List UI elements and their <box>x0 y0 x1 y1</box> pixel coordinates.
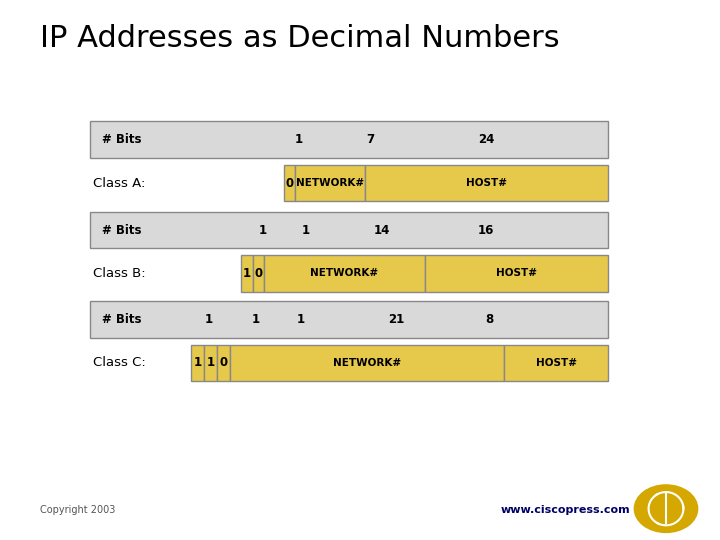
Bar <box>90 122 608 158</box>
Text: 1: 1 <box>258 224 267 237</box>
Text: 8: 8 <box>485 313 494 326</box>
Text: 1: 1 <box>243 267 251 280</box>
Text: 0: 0 <box>285 177 294 190</box>
Text: NETWORK#: NETWORK# <box>333 358 401 368</box>
Text: 7: 7 <box>366 133 375 146</box>
Bar <box>253 255 264 292</box>
Text: 1: 1 <box>251 313 260 326</box>
Text: Class C:: Class C: <box>93 356 145 369</box>
Text: Class B:: Class B: <box>93 267 145 280</box>
Bar <box>241 255 253 292</box>
Text: 1: 1 <box>207 356 215 369</box>
Text: HOST#: HOST# <box>496 268 537 278</box>
Bar <box>425 255 608 292</box>
Bar <box>365 165 608 201</box>
Bar <box>90 301 608 338</box>
Bar <box>264 255 425 292</box>
Bar <box>191 345 204 381</box>
Text: 24: 24 <box>478 133 494 146</box>
Text: # Bits: # Bits <box>102 224 141 237</box>
Text: HOST#: HOST# <box>467 178 508 188</box>
Text: 14: 14 <box>374 224 390 237</box>
Bar <box>217 345 230 381</box>
Text: Copyright 2003: Copyright 2003 <box>40 505 115 515</box>
Text: 1: 1 <box>297 313 305 326</box>
Text: NETWORK#: NETWORK# <box>310 268 379 278</box>
Bar <box>504 345 608 381</box>
Text: # Bits: # Bits <box>102 313 141 326</box>
Bar <box>90 212 608 248</box>
Text: 0: 0 <box>254 267 263 280</box>
Bar <box>204 345 217 381</box>
Text: HOST#: HOST# <box>536 358 577 368</box>
Text: 1: 1 <box>204 313 213 326</box>
Text: 1: 1 <box>193 356 202 369</box>
Text: 1: 1 <box>294 133 303 146</box>
Bar <box>284 165 294 201</box>
Bar <box>294 165 365 201</box>
Text: # Bits: # Bits <box>102 133 141 146</box>
Text: 1: 1 <box>302 224 310 237</box>
Text: IP Addresses as Decimal Numbers: IP Addresses as Decimal Numbers <box>40 24 559 53</box>
Text: 21: 21 <box>388 313 404 326</box>
Circle shape <box>634 485 698 532</box>
Text: www.ciscopress.com: www.ciscopress.com <box>500 505 630 515</box>
Text: 0: 0 <box>220 356 228 369</box>
Text: 16: 16 <box>478 224 494 237</box>
Text: Class A:: Class A: <box>93 177 145 190</box>
Bar <box>230 345 504 381</box>
Text: NETWORK#: NETWORK# <box>296 178 364 188</box>
